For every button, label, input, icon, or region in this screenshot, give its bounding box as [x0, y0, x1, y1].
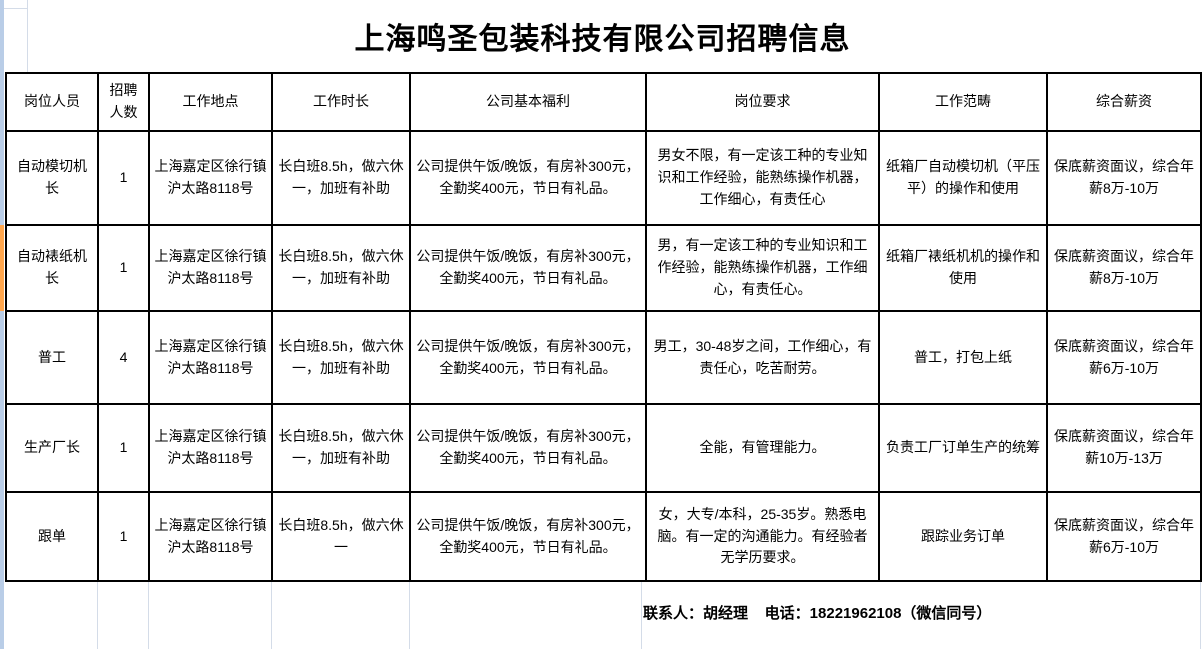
cell-count[interactable]: 1	[97, 130, 150, 226]
cell-benefits[interactable]: 公司提供午饭/晚饭，有房补300元，全勤奖400元，节日有礼品。	[409, 130, 647, 226]
cell-requirements[interactable]: 男工，30-48岁之间，工作细心，有责任心，吃苦耐劳。	[645, 310, 880, 405]
sheet-gridline	[27, 0, 28, 72]
cell-benefits[interactable]: 公司提供午饭/晚饭，有房补300元，全勤奖400元，节日有礼品。	[409, 491, 647, 582]
cell-count[interactable]: 1	[97, 224, 150, 312]
cell-hours[interactable]: 长白班8.5h，做六休一	[271, 491, 411, 582]
cell-requirements[interactable]: 男女不限，有一定该工种的专业知识和工作经验，能熟练操作机器，工作细心，有责任心	[645, 130, 880, 226]
header-salary[interactable]: 综合薪资	[1046, 72, 1202, 132]
sheet-gridline	[1200, 581, 1201, 649]
header-requirements[interactable]: 岗位要求	[645, 72, 880, 132]
cell-location[interactable]: 上海嘉定区徐行镇沪太路8118号	[148, 130, 273, 226]
header-row: 岗位人员 招聘人数 工作地点 工作时长 公司基本福利 岗位要求 工作范畴 综合薪…	[5, 72, 1202, 132]
cell-position[interactable]: 跟单	[5, 491, 99, 582]
cell-salary[interactable]: 保底薪资面议，综合年薪6万-10万	[1046, 491, 1202, 582]
cell-hours[interactable]: 长白班8.5h，做六休一，加班有补助	[271, 130, 411, 226]
cell-hours[interactable]: 长白班8.5h，做六休一，加班有补助	[271, 224, 411, 312]
cell-benefits[interactable]: 公司提供午饭/晚饭，有房补300元，全勤奖400元，节日有礼品。	[409, 403, 647, 493]
header-location[interactable]: 工作地点	[148, 72, 273, 132]
header-scope[interactable]: 工作范畴	[878, 72, 1048, 132]
cell-hours[interactable]: 长白班8.5h，做六休一，加班有补助	[271, 310, 411, 405]
selected-row-marker	[0, 225, 4, 311]
sheet-gridline	[641, 581, 642, 649]
cell-hours[interactable]: 长白班8.5h，做六休一，加班有补助	[271, 403, 411, 493]
header-position[interactable]: 岗位人员	[5, 72, 99, 132]
cell-scope[interactable]: 纸箱厂裱纸机机的操作和使用	[878, 224, 1048, 312]
row-header-edge-strip	[0, 0, 4, 649]
table-row: 普工 4 上海嘉定区徐行镇沪太路8118号 长白班8.5h，做六休一，加班有补助…	[5, 310, 1202, 405]
cell-position[interactable]: 普工	[5, 310, 99, 405]
cell-count[interactable]: 4	[97, 310, 150, 405]
recruitment-table: 岗位人员 招聘人数 工作地点 工作时长 公司基本福利 岗位要求 工作范畴 综合薪…	[5, 72, 1202, 582]
cell-location[interactable]: 上海嘉定区徐行镇沪太路8118号	[148, 491, 273, 582]
sheet-gridline	[4, 8, 28, 9]
cell-position[interactable]: 自动模切机长	[5, 130, 99, 226]
page-title[interactable]: 上海鸣圣包装科技有限公司招聘信息	[354, 22, 851, 57]
cell-count[interactable]: 1	[97, 491, 150, 582]
header-count[interactable]: 招聘人数	[97, 72, 150, 132]
cell-salary[interactable]: 保底薪资面议，综合年薪10万-13万	[1046, 403, 1202, 493]
sheet-gridline	[97, 581, 98, 649]
cell-scope[interactable]: 纸箱厂自动模切机（平压平）的操作和使用	[878, 130, 1048, 226]
sheet-gridline	[409, 581, 410, 649]
cell-location[interactable]: 上海嘉定区徐行镇沪太路8118号	[148, 403, 273, 493]
cell-count[interactable]: 1	[97, 403, 150, 493]
table-row: 自动裱纸机长 1 上海嘉定区徐行镇沪太路8118号 长白班8.5h，做六休一，加…	[5, 224, 1202, 312]
contact-info[interactable]: 联系人：胡经理 电话：18221962108（微信同号）	[643, 604, 992, 622]
cell-benefits[interactable]: 公司提供午饭/晚饭，有房补300元，全勤奖400元，节日有礼品。	[409, 224, 647, 312]
cell-salary[interactable]: 保底薪资面议，综合年薪8万-10万	[1046, 130, 1202, 226]
table-row: 自动模切机长 1 上海嘉定区徐行镇沪太路8118号 长白班8.5h，做六休一，加…	[5, 130, 1202, 226]
sheet-gridline	[148, 581, 149, 649]
cell-location[interactable]: 上海嘉定区徐行镇沪太路8118号	[148, 310, 273, 405]
table-row: 跟单 1 上海嘉定区徐行镇沪太路8118号 长白班8.5h，做六休一 公司提供午…	[5, 491, 1202, 582]
cell-position[interactable]: 生产厂长	[5, 403, 99, 493]
cell-scope[interactable]: 普工，打包上纸	[878, 310, 1048, 405]
cell-requirements[interactable]: 男，有一定该工种的专业知识和工作经验，能熟练操作机器，工作细心，有责任心。	[645, 224, 880, 312]
header-benefits[interactable]: 公司基本福利	[409, 72, 647, 132]
cell-location[interactable]: 上海嘉定区徐行镇沪太路8118号	[148, 224, 273, 312]
cell-requirements[interactable]: 女，大专/本科，25-35岁。熟悉电脑。有一定的沟通能力。有经验者无学历要求。	[645, 491, 880, 582]
sheet-gridline	[271, 581, 272, 649]
cell-position[interactable]: 自动裱纸机长	[5, 224, 99, 312]
cell-scope[interactable]: 负责工厂订单生产的统筹	[878, 403, 1048, 493]
cell-requirements[interactable]: 全能，有管理能力。	[645, 403, 880, 493]
cell-scope[interactable]: 跟踪业务订单	[878, 491, 1048, 582]
cell-salary[interactable]: 保底薪资面议，综合年薪8万-10万	[1046, 224, 1202, 312]
cell-benefits[interactable]: 公司提供午饭/晚饭，有房补300元，全勤奖400元，节日有礼品。	[409, 310, 647, 405]
cell-salary[interactable]: 保底薪资面议，综合年薪6万-10万	[1046, 310, 1202, 405]
header-hours[interactable]: 工作时长	[271, 72, 411, 132]
table-row: 生产厂长 1 上海嘉定区徐行镇沪太路8118号 长白班8.5h，做六休一，加班有…	[5, 403, 1202, 493]
